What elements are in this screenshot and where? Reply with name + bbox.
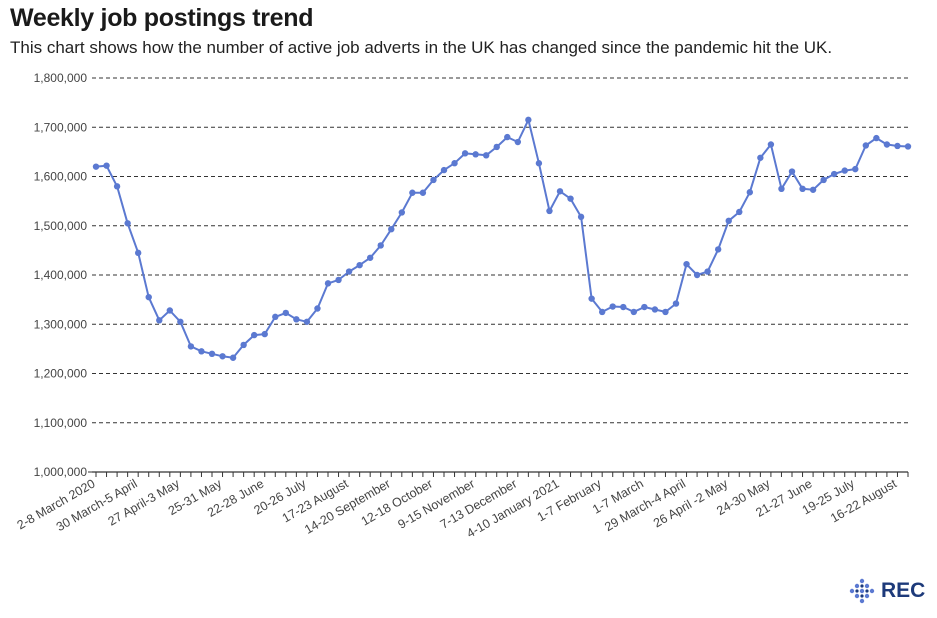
data-point[interactable]: [873, 134, 880, 142]
y-tick-label: 1,600,000: [34, 170, 88, 184]
data-point[interactable]: [377, 242, 384, 249]
data-point[interactable]: [156, 317, 163, 324]
data-point[interactable]: [356, 261, 363, 269]
data-point[interactable]: [124, 220, 131, 227]
data-point[interactable]: [651, 306, 659, 313]
data-point[interactable]: [103, 162, 110, 169]
y-tick-label: 1,500,000: [34, 219, 88, 233]
data-point[interactable]: [672, 300, 680, 307]
data-point[interactable]: [314, 305, 321, 312]
data-point[interactable]: [229, 354, 237, 361]
data-point[interactable]: [862, 142, 870, 149]
data-point[interactable]: [830, 170, 838, 178]
y-tick-label: 1,300,000: [34, 317, 88, 331]
data-point[interactable]: [883, 141, 891, 148]
data-point[interactable]: [451, 160, 458, 167]
data-point[interactable]: [440, 166, 448, 174]
data-point[interactable]: [92, 163, 100, 170]
grid-lines: [92, 77, 908, 424]
data-point[interactable]: [662, 308, 669, 316]
data-point[interactable]: [409, 189, 416, 196]
data-point[interactable]: [736, 208, 743, 216]
series: [92, 116, 912, 361]
data-point[interactable]: [398, 209, 406, 216]
y-tick-label: 1,400,000: [34, 268, 88, 282]
data-point[interactable]: [746, 189, 754, 196]
chart-title: Weekly job postings trend: [10, 4, 314, 32]
data-point[interactable]: [556, 188, 564, 195]
rec-logo-icon: [849, 578, 875, 604]
data-point[interactable]: [293, 316, 300, 323]
data-point[interactable]: [493, 143, 500, 151]
data-point[interactable]: [841, 167, 848, 174]
data-point[interactable]: [725, 217, 732, 225]
data-point[interactable]: [704, 268, 711, 275]
data-point[interactable]: [250, 331, 258, 339]
data-point[interactable]: [577, 213, 585, 221]
data-point[interactable]: [345, 268, 353, 275]
data-point[interactable]: [852, 165, 859, 173]
data-point[interactable]: [714, 246, 722, 253]
data-point[interactable]: [166, 307, 174, 314]
data-point[interactable]: [134, 249, 142, 257]
data-point[interactable]: [282, 309, 290, 317]
data-point[interactable]: [472, 151, 479, 158]
data-point[interactable]: [324, 280, 332, 287]
data-point[interactable]: [620, 303, 627, 311]
series-line: [95, 118, 909, 359]
data-point[interactable]: [546, 207, 553, 215]
data-point[interactable]: [514, 138, 522, 146]
data-point[interactable]: [419, 189, 427, 196]
data-point[interactable]: [535, 160, 543, 167]
data-point[interactable]: [799, 185, 806, 193]
data-point[interactable]: [525, 116, 532, 124]
data-point[interactable]: [145, 293, 152, 301]
y-tick-label: 1,000,000: [34, 465, 88, 479]
data-point[interactable]: [757, 154, 764, 161]
y-tick-label: 1,100,000: [34, 416, 88, 430]
chart-subtitle: This chart shows how the number of activ…: [10, 38, 833, 57]
data-point[interactable]: [430, 176, 437, 184]
data-point[interactable]: [272, 313, 279, 321]
data-point[interactable]: [788, 168, 796, 175]
data-point[interactable]: [461, 150, 469, 157]
data-point[interactable]: [261, 330, 268, 338]
data-point[interactable]: [904, 143, 912, 150]
data-point[interactable]: [303, 318, 311, 325]
x-ticks: [95, 472, 909, 477]
y-tick-label: 1,200,000: [34, 367, 88, 381]
data-point[interactable]: [598, 308, 606, 316]
data-point[interactable]: [208, 350, 216, 357]
data-point[interactable]: [187, 343, 195, 350]
y-tick-label: 1,700,000: [34, 120, 88, 134]
data-point[interactable]: [778, 185, 785, 193]
data-point[interactable]: [482, 152, 490, 159]
data-point[interactable]: [219, 353, 226, 360]
data-point[interactable]: [630, 308, 638, 316]
data-point[interactable]: [366, 254, 374, 261]
data-point[interactable]: [683, 260, 690, 268]
data-point[interactable]: [809, 186, 817, 193]
data-point[interactable]: [588, 295, 595, 302]
data-point[interactable]: [335, 276, 342, 284]
data-point[interactable]: [504, 133, 511, 141]
y-tick-labels: 1,000,000 1,100,000 1,200,000 1,300,000 1,40…: [34, 71, 88, 479]
data-point[interactable]: [388, 225, 395, 233]
data-point[interactable]: [113, 183, 121, 190]
data-point[interactable]: [767, 141, 775, 148]
rec-logo-text: REC: [881, 579, 926, 602]
data-point[interactable]: [641, 303, 648, 311]
data-point[interactable]: [567, 195, 574, 202]
rec-logo: REC: [848, 577, 925, 605]
data-point[interactable]: [198, 348, 205, 355]
data-point[interactable]: [894, 142, 901, 150]
data-point[interactable]: [240, 341, 247, 349]
y-tick-label: 1,800,000: [34, 71, 88, 85]
data-point[interactable]: [177, 318, 184, 325]
data-point[interactable]: [609, 303, 616, 310]
data-point[interactable]: [693, 271, 701, 279]
data-point[interactable]: [820, 176, 827, 184]
